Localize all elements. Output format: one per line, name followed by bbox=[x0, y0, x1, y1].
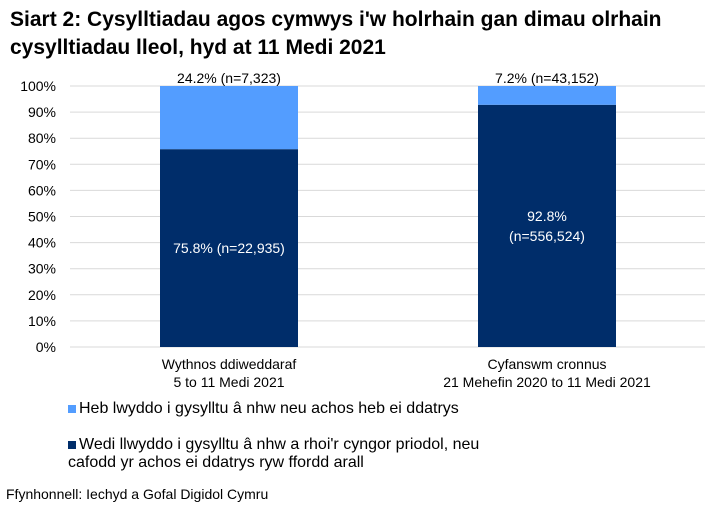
bar-segment bbox=[160, 149, 298, 347]
chart-plot: 0% 10% 20% 30% 40% 50% 60% 70% 80% 90% 100% 75.8% (… bbox=[20, 70, 705, 390]
x-tick-label: 5 to 11 Medi 2021 bbox=[173, 374, 284, 390]
y-tick-label: 0% bbox=[36, 339, 56, 355]
y-tick-label: 70% bbox=[28, 156, 56, 172]
legend-swatch bbox=[68, 441, 76, 449]
data-label: 7.2% (n=43,152) bbox=[495, 70, 599, 86]
y-tick-label: 90% bbox=[28, 104, 56, 120]
y-tick-label: 60% bbox=[28, 182, 56, 198]
y-tick-label: 10% bbox=[28, 313, 56, 329]
y-tick-label: 50% bbox=[28, 209, 56, 225]
x-tick-label: 21 Mehefin 2020 to 11 Medi 2021 bbox=[443, 374, 651, 390]
y-tick-label: 20% bbox=[28, 287, 56, 303]
bar-segment bbox=[478, 86, 616, 105]
x-tick-label: Wythnos ddiweddaraf bbox=[162, 356, 297, 372]
legend-swatch bbox=[68, 405, 76, 413]
bar-segment bbox=[478, 104, 616, 348]
bar-segment bbox=[160, 86, 298, 150]
source-note: Ffynhonnell: Iechyd a Gofal Digidol Cymr… bbox=[6, 486, 269, 502]
legend-label: Wedi llwyddo i gysylltu â nhw a rhoi'r c… bbox=[68, 436, 480, 471]
chart-title: Siart 2: Cysylltiadau agos cymwys i'w ho… bbox=[10, 8, 662, 59]
data-label: 24.2% (n=7,323) bbox=[177, 70, 281, 86]
data-label: (n=556,524) bbox=[509, 228, 585, 244]
legend-label: Heb lwyddo i gysylltu â nhw neu achos he… bbox=[79, 400, 459, 417]
legend-item-reached: Wedi llwyddo i gysylltu â nhw a rhoi'r c… bbox=[68, 436, 488, 472]
y-tick-label: 80% bbox=[28, 130, 56, 146]
legend-item-not-reached: Heb lwyddo i gysylltu â nhw neu achos he… bbox=[68, 400, 708, 418]
y-tick-label: 30% bbox=[28, 261, 56, 277]
y-tick-label: 100% bbox=[20, 78, 56, 94]
data-label: 92.8% bbox=[527, 208, 567, 224]
y-tick-label: 40% bbox=[28, 235, 56, 251]
data-label: 75.8% (n=22,935) bbox=[173, 240, 285, 256]
x-tick-label: Cyfanswm cronnus bbox=[487, 356, 606, 372]
